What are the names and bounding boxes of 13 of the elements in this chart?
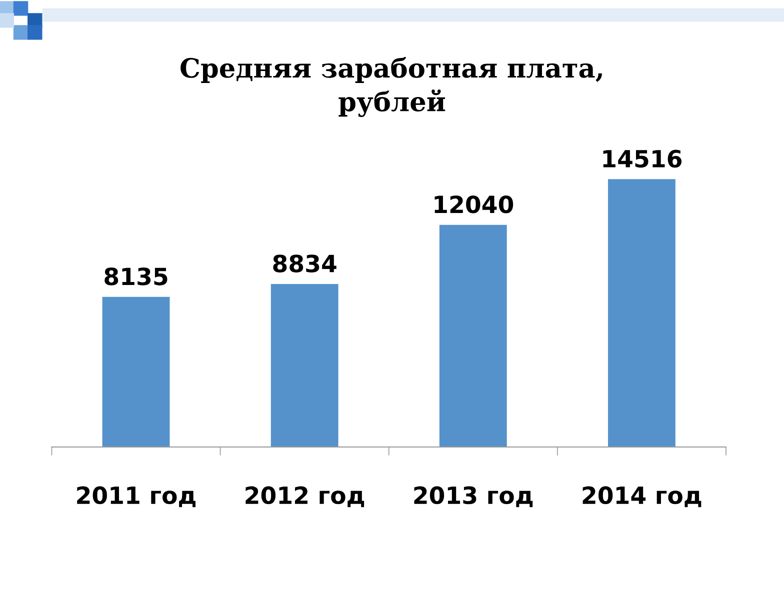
data-label: 8135	[104, 268, 168, 286]
x-tick-label: 2014 год	[582, 486, 702, 508]
bar	[608, 179, 676, 447]
data-label: 12040	[434, 195, 514, 214]
bar	[439, 224, 507, 447]
bar	[270, 284, 338, 447]
x-tick-label: 2012 год	[246, 486, 364, 508]
x-tick-label: 2013 год	[414, 486, 533, 508]
x-tick-label: 2011 год	[77, 486, 196, 508]
chart-title: Средняя заработная плата, рублей	[180, 57, 602, 117]
data-label: 14516	[603, 150, 682, 168]
bar	[102, 296, 170, 447]
data-label: 8834	[273, 254, 336, 272]
